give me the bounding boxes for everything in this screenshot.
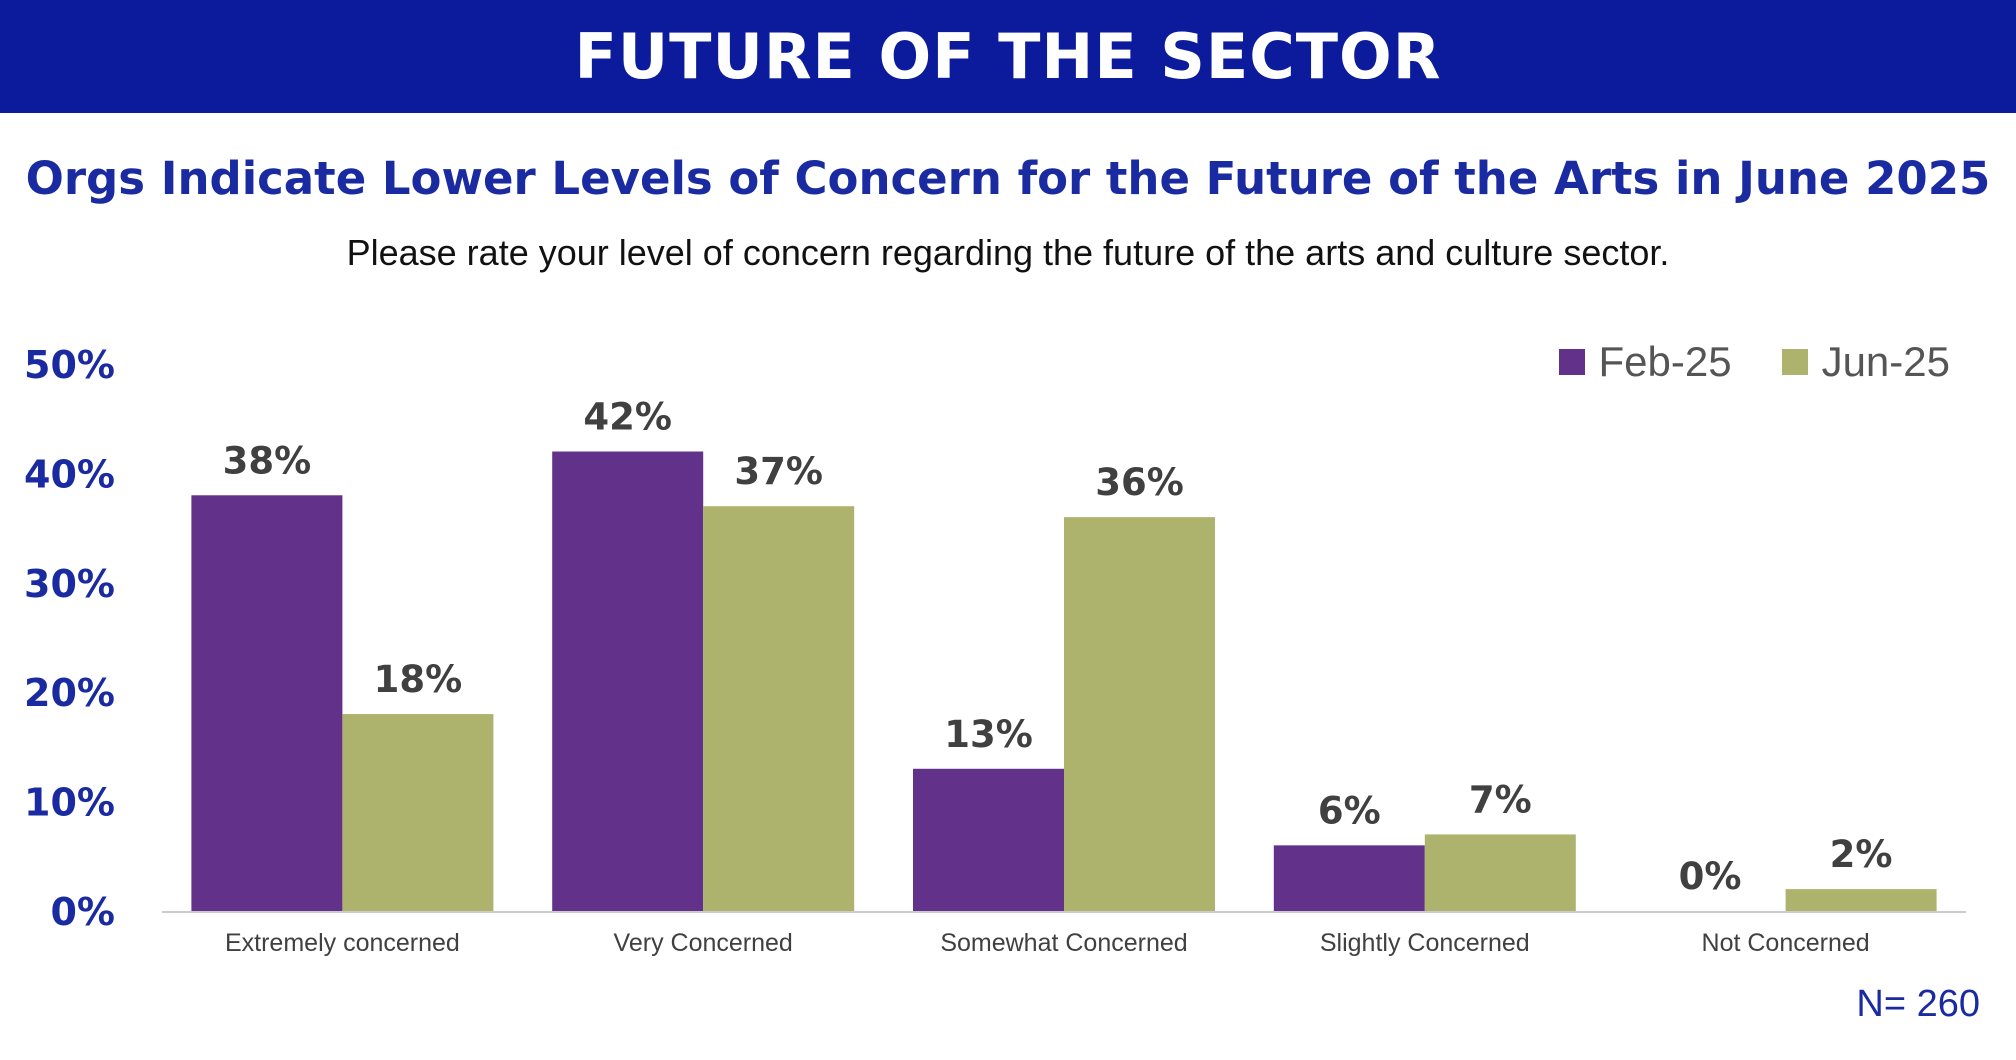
- chart-title: Orgs Indicate Lower Levels of Concern fo…: [25, 152, 1991, 205]
- bar-feb: [913, 768, 1064, 911]
- y-tick-label: 30%: [24, 562, 115, 606]
- bar-feb: [552, 451, 704, 911]
- y-tick-label: 0%: [50, 890, 115, 934]
- legend-item-jun: Jun-25: [1781, 338, 1950, 386]
- y-tick-label: 20%: [24, 671, 115, 715]
- data-label: 13%: [944, 713, 1033, 756]
- x-tick-label: Somewhat Concerned: [940, 929, 1187, 957]
- bar-jun: [1785, 889, 1937, 911]
- chart-legend: Feb-25 Jun-25: [1558, 338, 1950, 386]
- data-label: 6%: [1318, 789, 1381, 832]
- data-label: 0%: [1679, 855, 1742, 898]
- data-label: 42%: [583, 396, 672, 439]
- y-tick-label: 50%: [24, 343, 115, 387]
- y-tick-label: 10%: [24, 781, 115, 825]
- y-tick-label: 40%: [24, 452, 115, 496]
- data-label: 2%: [1830, 833, 1893, 876]
- data-label: 18%: [374, 658, 463, 701]
- data-label: 7%: [1469, 778, 1532, 821]
- bar-feb: [1273, 845, 1425, 911]
- banner-title: FUTURE OF THE SECTOR: [574, 20, 1442, 93]
- bar-jun: [1424, 834, 1576, 911]
- sample-size-note: N= 260: [1856, 983, 1980, 1025]
- header-banner: FUTURE OF THE SECTOR: [0, 0, 2016, 113]
- bar-feb: [191, 495, 343, 911]
- legend-label-jun: Jun-25: [1821, 338, 1950, 385]
- bar-jun: [1064, 517, 1215, 911]
- x-tick-label: Extremely concerned: [225, 929, 460, 957]
- legend-item-feb: Feb-25: [1558, 338, 1732, 386]
- x-tick-label: Slightly Concerned: [1320, 929, 1530, 957]
- legend-swatch-feb: [1558, 349, 1585, 375]
- legend-swatch-jun: [1781, 349, 1808, 375]
- data-label: 37%: [734, 450, 823, 493]
- data-label: 38%: [223, 439, 312, 482]
- data-label: 36%: [1095, 461, 1184, 504]
- chart-subtitle: Please rate your level of concern regard…: [346, 232, 1670, 273]
- x-tick-label: Very Concerned: [614, 929, 793, 957]
- legend-label-feb: Feb-25: [1598, 338, 1732, 385]
- bar-jun: [703, 506, 855, 911]
- x-tick-label: Not Concerned: [1702, 929, 1870, 957]
- bar-jun: [342, 714, 494, 911]
